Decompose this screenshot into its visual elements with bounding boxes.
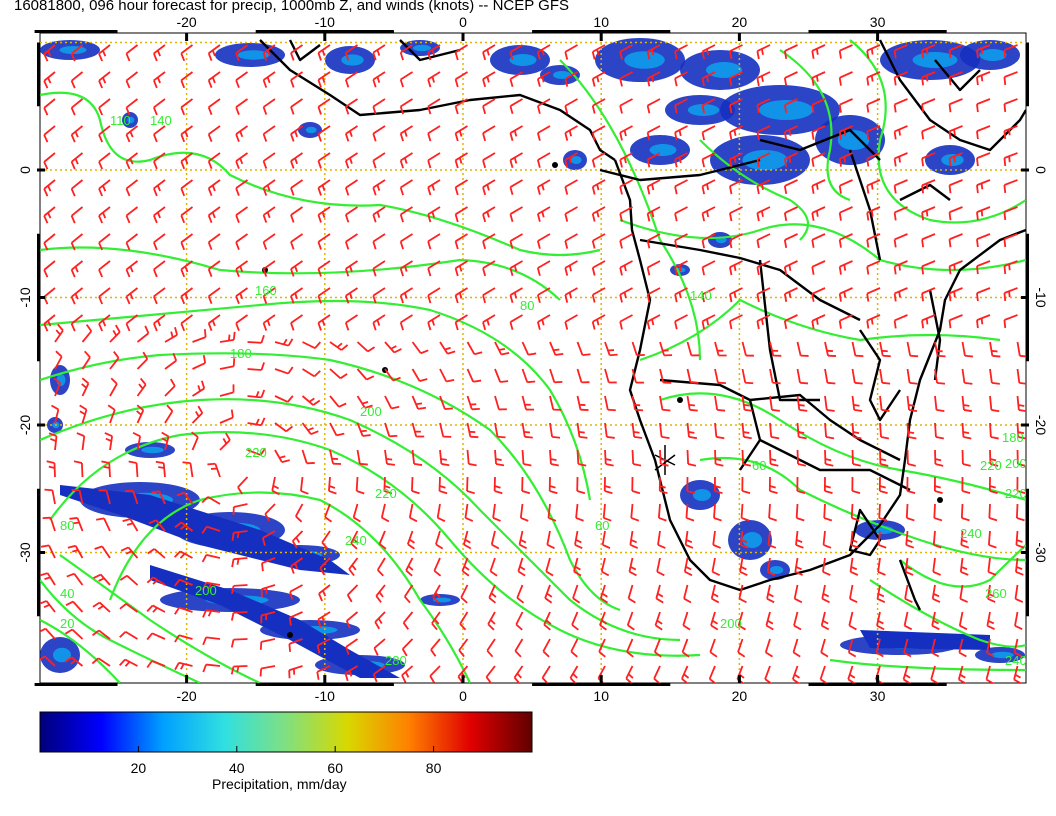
- lon-tick-top: -10: [315, 14, 335, 30]
- lon-tick-bottom: 0: [459, 688, 467, 704]
- contour-label: 220: [245, 445, 267, 460]
- lon-tick-bottom: 20: [732, 688, 748, 704]
- lat-tick-left: -10: [17, 287, 33, 307]
- contour-label: 280: [385, 653, 407, 668]
- map-title: 16081800, 096 hour forecast for precip, …: [14, 0, 569, 14]
- contour-label: 220: [980, 458, 1002, 473]
- lon-tick-top: 20: [732, 14, 748, 30]
- colorbar-tick: 40: [229, 760, 245, 776]
- colorbar-tick: 20: [131, 760, 147, 776]
- lat-tick-left: -20: [17, 415, 33, 435]
- lat-tick-left: 0: [17, 166, 33, 174]
- colorbar-label: Precipitation, mm/day: [212, 776, 347, 792]
- contour-label: 140: [150, 113, 172, 128]
- lat-tick-right: -30: [1033, 542, 1049, 562]
- lat-tick-right: -10: [1033, 287, 1049, 307]
- contour-label: 160: [255, 283, 277, 298]
- contour-label-group: 110 1401601802002202202408080604020200240…: [60, 113, 1027, 668]
- contour-label: 40: [60, 586, 74, 601]
- lon-tick-top: 30: [870, 14, 886, 30]
- contour-label: 80: [520, 298, 534, 313]
- lat-tick-right: 0: [1033, 166, 1049, 174]
- contour-label: 180: [230, 346, 252, 361]
- lon-tick-top: 0: [459, 14, 467, 30]
- contour-label: 60: [752, 458, 766, 473]
- colorbar-tick: 80: [426, 760, 442, 776]
- lon-tick-bottom: -20: [176, 688, 196, 704]
- lat-tick-left: -30: [17, 542, 33, 562]
- contour-label: 180: [1002, 430, 1024, 445]
- lon-tick-top: -20: [176, 14, 196, 30]
- colorbar-tick: 60: [327, 760, 343, 776]
- contour-label: 60: [595, 518, 609, 533]
- contour-label: 240: [960, 526, 982, 541]
- contour-label: 20: [60, 616, 74, 631]
- lon-tick-bottom: 10: [593, 688, 609, 704]
- contour-label: 260: [985, 586, 1007, 601]
- contour-label: 220: [1005, 486, 1027, 501]
- contour-label: 200: [360, 404, 382, 419]
- contour-label: 200: [195, 583, 217, 598]
- contour-label: 240: [345, 533, 367, 548]
- contour-label: 110: [110, 113, 131, 128]
- contour-label: 200: [720, 616, 742, 631]
- lon-tick-bottom: 30: [870, 688, 886, 704]
- contour-label: 80: [60, 518, 74, 533]
- lon-tick-top: 10: [593, 14, 609, 30]
- wind-barbs: [40, 44, 1026, 683]
- colorbar: 20 40 60 80: [39, 711, 533, 776]
- geopotential-contours: [40, 39, 1026, 683]
- contour-label: 140: [690, 288, 712, 303]
- contour-label: 240: [1005, 653, 1027, 668]
- lat-tick-right: -20: [1033, 415, 1049, 435]
- lon-tick-bottom: -10: [315, 688, 335, 704]
- axis-ticks: -20 -20 -10 -10 0 0 10 10 20 20 30 30 0 0 -10 -10 -20 -20…: [17, 14, 1049, 704]
- contour-label: 220: [375, 486, 397, 501]
- contour-label: 200: [1005, 456, 1027, 471]
